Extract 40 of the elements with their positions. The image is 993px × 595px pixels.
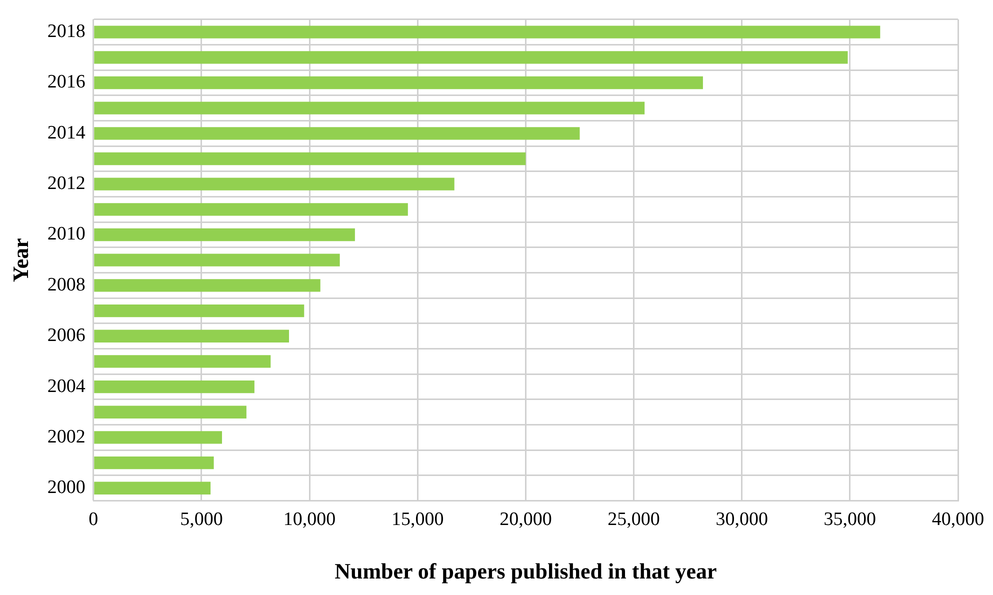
bar [94, 456, 214, 470]
bar [94, 76, 703, 90]
x-tick-label: 0 [88, 509, 98, 530]
bar [94, 406, 246, 418]
y-tick-label: 2012 [47, 173, 86, 194]
x-tick-label: 25,000 [608, 509, 660, 530]
bar [94, 380, 254, 394]
bar [94, 152, 526, 166]
bar [94, 482, 211, 494]
bar [94, 355, 271, 368]
bar [94, 127, 580, 140]
y-tick-label: 2008 [47, 274, 86, 296]
x-tick-label: 30,000 [716, 509, 768, 530]
y-tick-label: 2006 [47, 325, 86, 346]
bar [94, 330, 290, 342]
x-tick-label: 15,000 [392, 509, 444, 530]
x-axis-title: Number of papers published in that year [334, 558, 718, 584]
bar [94, 304, 304, 318]
x-tick-label: 10,000 [283, 509, 336, 530]
bar [94, 431, 222, 444]
y-axis-title: Year [8, 238, 33, 282]
x-tick-label: 40,000 [932, 509, 984, 530]
bar [94, 228, 355, 242]
x-tick-label: 20,000 [500, 509, 552, 530]
y-tick-label: 2004 [47, 376, 86, 397]
bar [94, 26, 880, 38]
y-tick-label: 2010 [47, 224, 86, 245]
y-tick-label: 2014 [47, 122, 86, 144]
y-tick-label: 2018 [47, 21, 86, 42]
y-tick-label: 2000 [47, 477, 86, 498]
y-tick-label: 2016 [47, 72, 86, 93]
x-tick-label: 5,000 [180, 509, 223, 530]
bar [94, 203, 408, 216]
bar [94, 51, 848, 64]
x-tick-label: 35,000 [824, 509, 876, 530]
bar [94, 178, 454, 190]
bar [94, 254, 340, 266]
bar [94, 102, 645, 114]
y-tick-label: 2002 [47, 426, 86, 448]
bar [94, 279, 320, 292]
